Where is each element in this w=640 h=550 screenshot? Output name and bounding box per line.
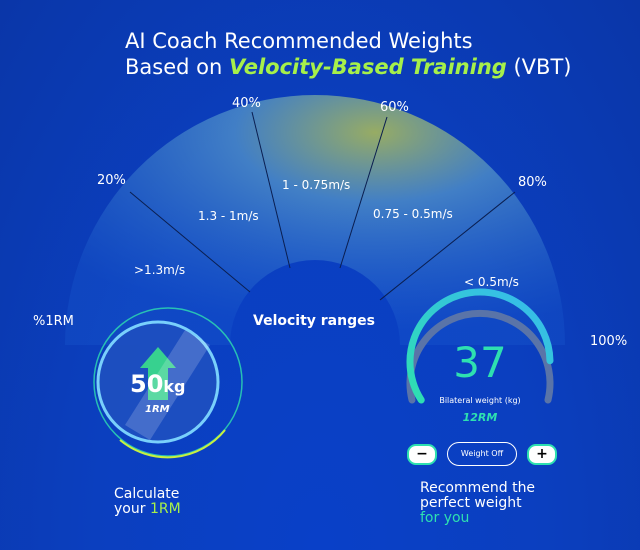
orb-value: 50kg xyxy=(130,370,186,398)
divider-20 xyxy=(129,191,251,293)
right-caption: Recommend the perfect weight for you xyxy=(420,481,535,526)
title-prefix: Based on xyxy=(125,55,229,79)
left-caption-prefix: your xyxy=(114,501,150,517)
orb-sub: 1RM xyxy=(145,404,170,415)
right-caption-line3: for you xyxy=(420,510,470,526)
gauge-value: 37 xyxy=(453,338,507,387)
velocity-range-3: 1 - 0.75m/s xyxy=(282,178,351,192)
page-title: AI Coach Recommended Weights Based on Ve… xyxy=(125,28,571,80)
velocity-range-4: 0.75 - 0.5m/s xyxy=(373,207,453,221)
title-line1: AI Coach Recommended Weights xyxy=(125,29,473,53)
percent-100: 100% xyxy=(590,334,628,349)
gauge-rm: 12RM xyxy=(462,411,498,424)
increase-button[interactable]: + xyxy=(527,444,557,465)
percent-60: 60% xyxy=(380,100,409,115)
up-arrow-icon xyxy=(140,347,176,400)
orb-unit: kg xyxy=(163,377,186,396)
velocity-range-1: >1.3m/s xyxy=(134,263,186,277)
velocity-fan xyxy=(65,95,565,345)
orb-number: 50 xyxy=(130,370,164,398)
right-caption-line2: perfect weight xyxy=(420,495,522,511)
orb xyxy=(93,307,243,459)
left-caption-highlight: 1RM xyxy=(149,501,181,517)
left-caption: Calculate your 1RM xyxy=(114,487,181,517)
percent-80: 80% xyxy=(518,175,547,190)
center-label: Velocity ranges xyxy=(253,313,375,329)
divider-40 xyxy=(251,111,291,269)
right-caption-line1: Recommend the xyxy=(420,480,536,496)
title-suffix: (VBT) xyxy=(506,55,572,79)
weight-gauge[interactable] xyxy=(406,288,554,404)
weight-off-button[interactable]: Weight Off xyxy=(447,442,517,466)
divider-80 xyxy=(379,191,516,301)
left-caption-line2: your 1RM xyxy=(114,502,181,517)
percent-20: 20% xyxy=(97,173,126,188)
percent-40: 40% xyxy=(232,96,261,111)
divider-60 xyxy=(339,116,388,269)
title-highlight: Velocity-Based Training xyxy=(228,55,507,79)
velocity-range-5: < 0.5m/s xyxy=(464,275,519,289)
gauge-label: Bilateral weight (kg) xyxy=(439,396,521,405)
axis-label: %1RM xyxy=(33,314,74,329)
velocity-range-2: 1.3 - 1m/s xyxy=(198,209,259,223)
left-caption-line1: Calculate xyxy=(114,486,180,502)
decrease-button[interactable]: − xyxy=(407,444,437,465)
title-line2: Based on Velocity-Based Training (VBT) xyxy=(125,54,571,80)
